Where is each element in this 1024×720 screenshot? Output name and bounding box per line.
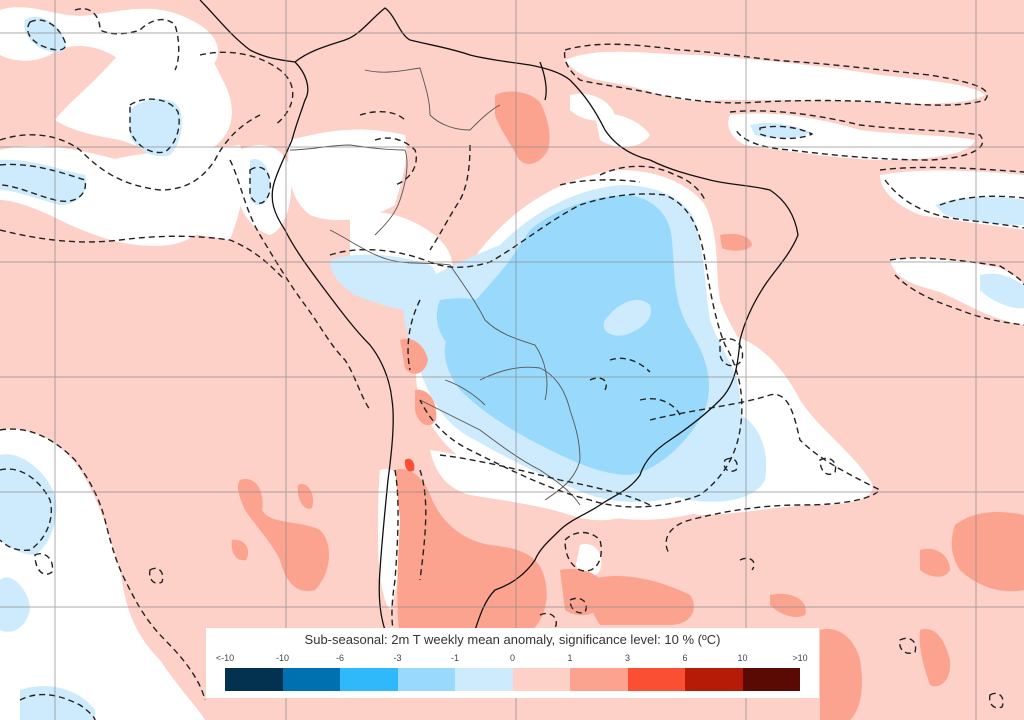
legend-tick-labels: <-10 -10 -6 -3 -1 0 1 3 6 10 >10 [206,653,819,665]
legend-swatch [627,668,685,691]
legend-swatch [225,668,283,691]
warm-areas [231,91,1024,720]
legend-swatch [512,668,570,691]
legend-swatch [742,668,800,691]
tick-label: >10 [792,653,808,663]
tick-label: -6 [335,653,345,663]
tick-label: -3 [393,653,402,663]
tick-label: 3 [624,653,631,663]
tick-label: 1 [567,653,573,663]
legend-swatch [455,668,513,691]
tick-label: 0 [509,653,516,663]
country-borders [289,67,581,506]
tick-label: 6 [682,653,688,663]
tick-label: -1 [450,653,460,663]
hot-spot [404,458,415,472]
legend-swatch [397,668,455,691]
legend-swatch [282,668,340,691]
legend-swatch [685,668,743,691]
colorbar-legend: Sub-seasonal: 2m T weekly mean anomaly, … [206,628,819,698]
legend-color-bar [225,668,800,691]
legend-swatch [570,668,628,691]
legend-swatch [340,668,398,691]
tick-label: -10 [275,653,290,663]
inner-light-patch [603,300,651,336]
medium-blue-areas [436,195,710,475]
legend-title: Sub-seasonal: 2m T weekly mean anomaly, … [304,632,721,647]
tick-label: 10 [737,653,748,663]
tick-label: <-10 [215,653,235,663]
